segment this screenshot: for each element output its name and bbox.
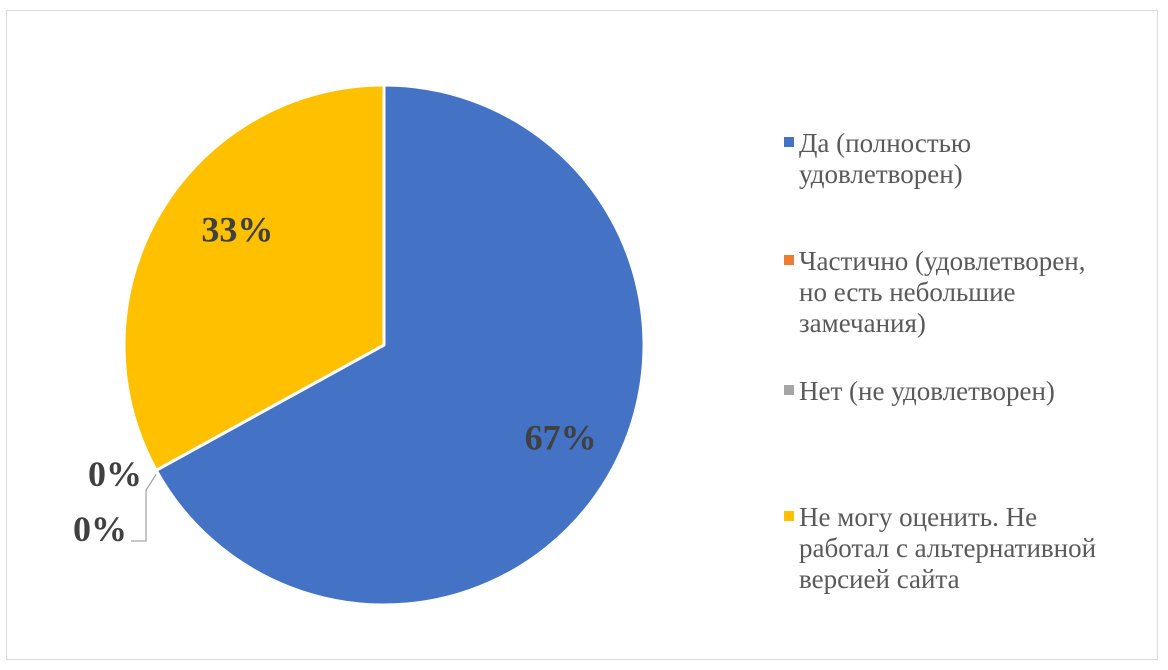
- legend-swatch-cannot-evaluate: [784, 511, 794, 521]
- pie-slice-0: [154, 83, 646, 607]
- data-label-no: 0%: [73, 509, 127, 549]
- legend-item-cannot-evaluate: Не могу оценить. Не работал с альтернати…: [780, 502, 1150, 595]
- legend-item-yes: Да (полностью удовлетворен): [780, 128, 1150, 190]
- legend-swatch-partial: [784, 255, 794, 265]
- data-label-partial: 0%: [88, 454, 142, 494]
- legend-item-partial: Частично (удовлетворен, но есть небольши…: [780, 246, 1150, 339]
- legend-label-yes: Да (полностью удовлетворен): [799, 128, 972, 189]
- legend-swatch-yes: [784, 137, 794, 147]
- data-label-cannot-evaluate: 33%: [201, 209, 273, 249]
- legend-label-cannot-evaluate: Не могу оценить. Не работал с альтернати…: [799, 502, 1097, 594]
- pie-slice-3: [122, 83, 386, 472]
- legend-label-partial: Частично (удовлетворен, но есть небольши…: [799, 246, 1086, 338]
- legend-label-no: Нет (не удовлетворен): [799, 376, 1055, 406]
- leader-line: [131, 473, 157, 542]
- data-label-yes: 67%: [525, 418, 597, 458]
- legend-item-no: Нет (не удовлетворен): [780, 376, 1150, 407]
- legend-swatch-no: [784, 385, 794, 395]
